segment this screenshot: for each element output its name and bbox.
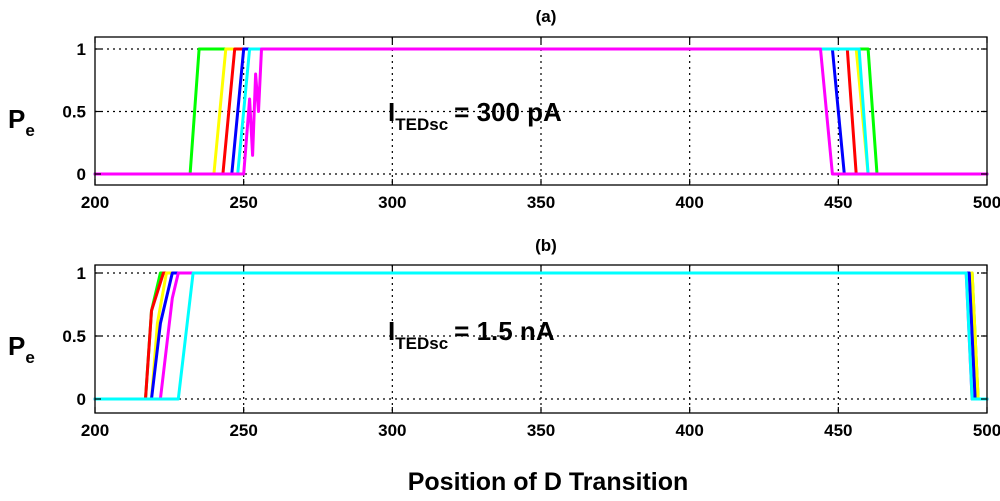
panel-b: (b) 200 250 300 350 400 450 500 0 0.5 1 Pe ITEDsc… — [8, 236, 1000, 440]
panel-b-xtick-label-300: 300 — [378, 421, 406, 440]
panel-a-xtick-label-500: 500 — [973, 193, 1000, 212]
panel-a-annotation-rest: = 300 pA — [454, 97, 562, 127]
panel-b-xtick-label-450: 450 — [824, 421, 852, 440]
panel-b-annotation-rest: = 1.5 nA — [454, 316, 555, 346]
panel-a-xtick-label-350: 350 — [527, 193, 555, 212]
panel-a-ytick-label-0: 0 — [77, 165, 86, 184]
panel-b-xtick-label-400: 400 — [675, 421, 703, 440]
panel-a-ytick-label-1: 0.5 — [62, 103, 86, 122]
panel-b-annotation: ITEDsc = 1.5 nA — [388, 316, 555, 353]
panel-b-annotation-main: I — [388, 316, 395, 346]
panel-b-ytick-label-1: 0.5 — [62, 327, 86, 346]
panel-a-title: (a) — [536, 7, 557, 26]
panel-b-xtick-label-250: 250 — [229, 421, 257, 440]
panel-a-ylabel-main: P — [8, 104, 25, 134]
panel-b-ytick-label-2: 1 — [77, 264, 86, 283]
panel-b-ylabel-main: P — [8, 331, 25, 361]
panel-a-xtick-label-300: 300 — [378, 193, 406, 212]
panel-a-ticks: 200 250 300 350 400 450 500 0 0.5 1 — [62, 37, 1000, 212]
panel-a-xtick-label-400: 400 — [675, 193, 703, 212]
panel-b-ticks: 200 250 300 350 400 450 500 0 0.5 1 — [62, 264, 1000, 440]
panel-b-ytick-label-0: 0 — [77, 390, 86, 409]
panel-a-xtick-label-450: 450 — [824, 193, 852, 212]
panel-a-series-magenta — [93, 47, 989, 176]
panel-b-xtick-label-500: 500 — [973, 421, 1000, 440]
panel-a-annotation-main: I — [388, 97, 395, 127]
panel-a-annotation: ITEDsc = 300 pA — [388, 97, 562, 134]
x-axis-label: Position of D Transition — [408, 468, 689, 496]
panel-a-ytick-label-2: 1 — [77, 40, 86, 59]
panel-b-xtick-label-350: 350 — [527, 421, 555, 440]
panel-a-xtick-label-200: 200 — [81, 193, 109, 212]
panel-b-ylabel: Pe — [8, 331, 35, 367]
panel-a-curves — [93, 47, 989, 176]
panel-a-annotation-sub: TEDsc — [395, 115, 448, 134]
panel-b-curves — [93, 271, 989, 401]
panel-b-ylabel-sub: e — [25, 348, 34, 367]
panel-a: (a) 200 250 300 350 400 450 500 0 0.5 1 Pe ITEDsc… — [8, 7, 1000, 212]
panel-a-ylabel: Pe — [8, 104, 35, 140]
panel-b-series-cyan — [93, 271, 989, 401]
panel-b-annotation-sub: TEDsc — [395, 334, 448, 353]
panel-a-ylabel-sub: e — [25, 121, 34, 140]
panel-b-xtick-label-200: 200 — [81, 421, 109, 440]
panel-b-title: (b) — [535, 236, 557, 255]
panel-a-xtick-label-250: 250 — [229, 193, 257, 212]
